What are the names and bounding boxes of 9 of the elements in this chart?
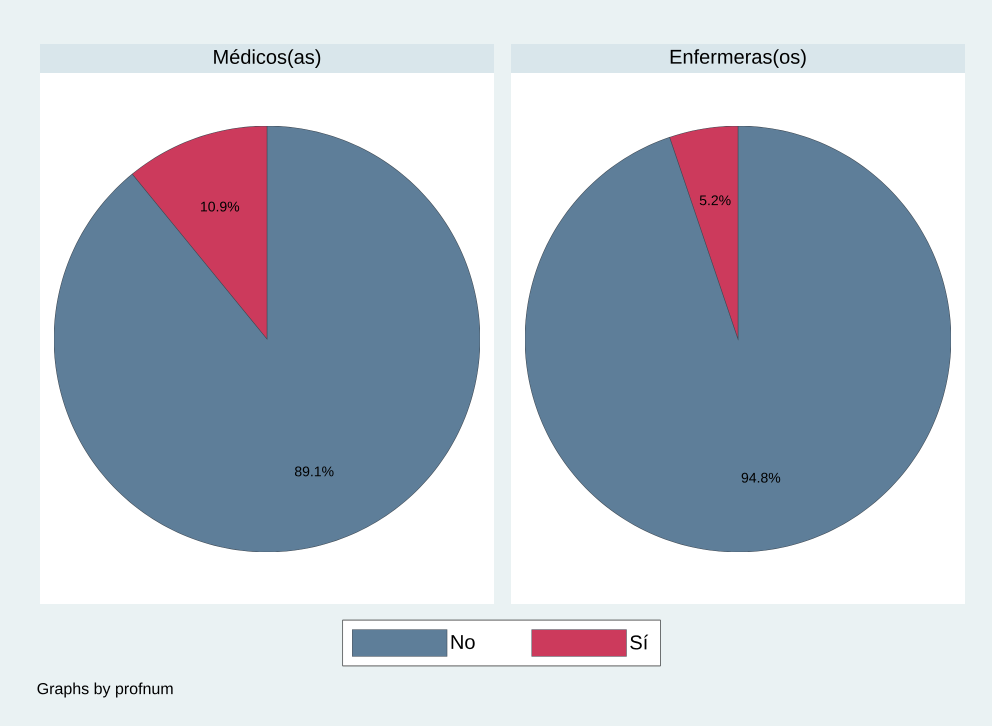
text: Graphs by profnum xyxy=(38,682,173,698)
data-label: 10.9% xyxy=(201,202,240,212)
chart-title: Enfermeras(os) xyxy=(670,49,806,68)
chart-title: Médicos(as) xyxy=(214,49,320,68)
data-label: 89.1% xyxy=(294,466,334,476)
legend-label: No xyxy=(452,635,475,650)
legend-label: Sí xyxy=(630,634,648,650)
data-label: 5.2% xyxy=(700,195,731,206)
data-label: 94.8% xyxy=(742,472,780,483)
